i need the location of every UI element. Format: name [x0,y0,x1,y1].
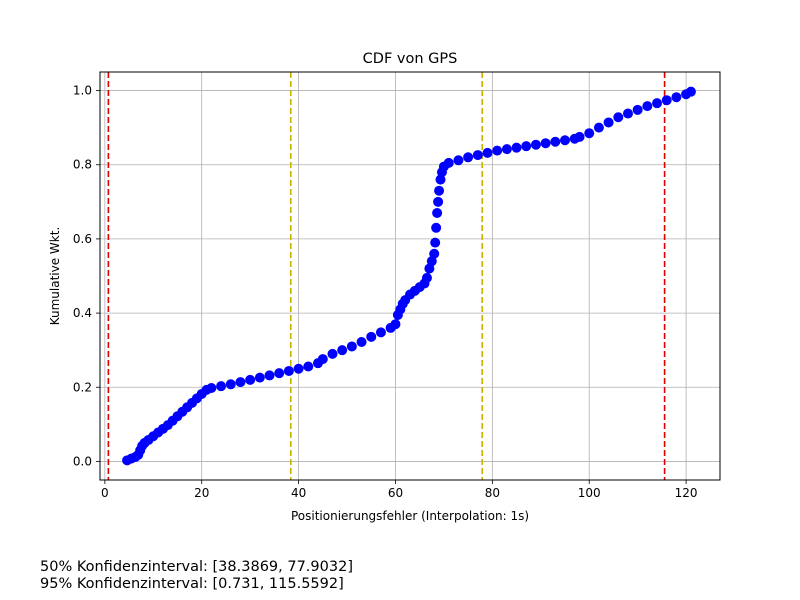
data-point [482,147,493,158]
data-point [375,327,386,338]
x-tick-label: 20 [194,486,209,500]
data-point [274,368,285,379]
x-tick-label: 0 [101,486,109,500]
data-point [254,372,265,383]
data-point [560,135,570,146]
data-point [206,383,217,394]
data-point [264,370,275,381]
y-tick-label: 0.0 [73,454,92,468]
y-tick-label: 0.2 [73,380,92,394]
data-point [603,117,614,128]
data-point [283,365,294,376]
data-point [642,101,653,112]
data-point [453,155,464,166]
confidence-interval-50: 50% Konfidenzinterval: [38.3869, 77.9032… [40,559,353,575]
plot-frame [99,71,721,481]
data-point [550,136,561,147]
data-point [492,145,503,156]
data-point [216,381,227,392]
data-point [511,142,522,153]
data-point [463,152,474,163]
data-point [530,139,541,150]
data-point [346,341,357,352]
data-point [432,207,443,218]
data-point [574,131,585,142]
data-point [443,157,454,168]
data-point [652,98,663,109]
data-point [317,354,328,365]
data-point [433,196,444,207]
x-tick-label: 100 [578,486,601,500]
data-point [584,128,595,139]
x-tick-label: 120 [675,486,698,500]
y-axis-ticks: 0.0 0.2 0.4 0.6 0.8 1.0 [73,84,100,468]
data-point [390,319,401,330]
data-point [225,379,236,390]
confidence-lines [107,72,666,480]
data-point [613,112,624,123]
data-point [245,374,256,385]
data-point [593,122,604,133]
data-point [421,272,432,283]
data-points [122,86,696,466]
data-point [434,185,445,196]
data-point [235,377,246,388]
data-point [661,95,672,106]
data-point [293,363,304,374]
data-point [472,150,483,161]
y-tick-label: 0.8 [73,158,92,172]
data-point [521,141,532,152]
data-point [429,248,440,259]
data-point [303,361,314,372]
data-point [622,108,633,119]
x-tick-label: 60 [388,486,403,500]
x-axis-ticks: 0 20 40 60 80 100 120 [101,480,698,500]
data-point [540,138,551,149]
data-point [431,222,442,233]
data-point [337,345,348,356]
data-point [327,348,338,359]
x-tick-label: 40 [291,486,306,500]
data-point [356,337,367,348]
x-tick-label: 80 [485,486,500,500]
x-axis-label: Positionierungsfehler (Interpolation: 1s… [291,509,529,523]
y-tick-label: 0.6 [73,232,92,246]
y-tick-label: 1.0 [73,84,92,98]
data-point [685,86,696,97]
y-tick-label: 0.4 [73,306,92,320]
data-point [671,92,682,103]
confidence-interval-95: 95% Konfidenzinterval: [0.731, 115.5592] [40,576,344,592]
y-axis-label: Kumulative Wkt. [48,227,62,326]
data-point [366,331,377,342]
data-point [632,104,643,115]
data-point [501,144,512,155]
data-point [430,237,441,248]
chart-title: CDF von GPS [363,51,458,67]
